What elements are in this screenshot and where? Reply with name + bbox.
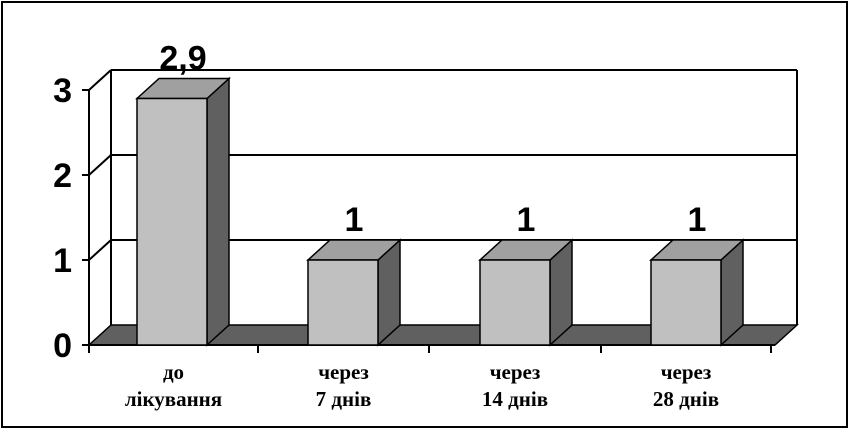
data-labels: 2,9 1 1 1 [159,40,706,240]
data-label: 2,9 [159,40,206,78]
bar-front [650,259,722,346]
y-tick-label: 0 [53,327,72,365]
gridline-wall-1 [88,239,112,261]
y-tick-label: 3 [53,72,72,110]
x-tick-label: до [163,360,184,384]
bar-3 [649,238,745,347]
data-label: 1 [345,201,364,239]
x-tick-label: 28 днів [653,387,719,411]
x-tick-label: 7 днів [316,387,372,411]
gridline-wall-3 [88,69,112,91]
gridline-wall-2 [88,154,112,176]
y-tick-label: 2 [53,157,72,195]
x-tick-label: через [661,360,712,384]
bar-2 [478,238,574,347]
bar-side [206,76,230,347]
bar-front [136,97,208,346]
bar-1 [306,238,402,347]
data-label: 1 [517,201,536,239]
bar-0 [135,76,231,347]
x-tick-label: через [490,360,541,384]
x-tick-labels: до лікування через 7 днів через 14 днів через 2… [125,360,719,411]
bar-front [479,259,551,346]
y-tick-labels: 0 1 2 3 [53,72,72,365]
x-tick-label: через [318,360,369,384]
x-tick-label: лікування [125,387,222,411]
bar-front [307,259,379,346]
y-tick-label: 1 [53,242,72,280]
bar-series [135,76,745,347]
x-tick-label: 14 днів [482,387,548,411]
data-label: 1 [688,201,707,239]
